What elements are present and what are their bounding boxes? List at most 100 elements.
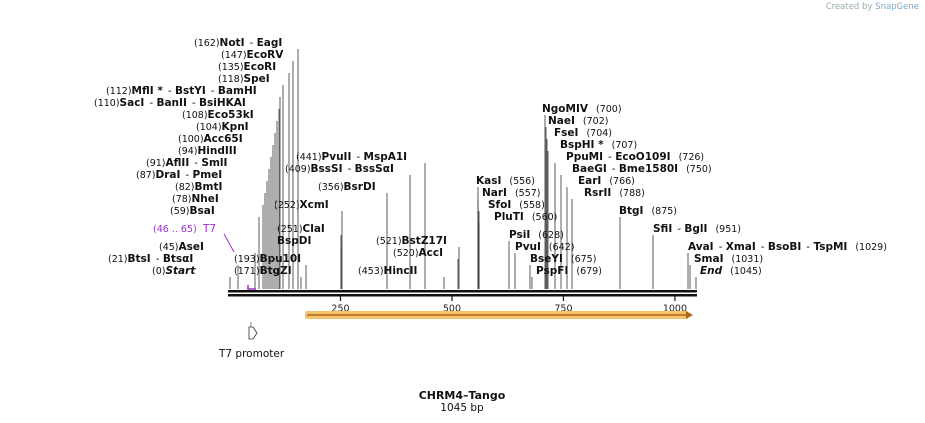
enzyme-name: XcmI bbox=[300, 199, 329, 211]
enzyme-site[interactable]: (171)BtgZI bbox=[234, 265, 292, 277]
enzyme-site[interactable]: SfiI - BglI (951) bbox=[653, 223, 741, 235]
enzyme-site[interactable]: (520)AccI bbox=[393, 247, 443, 259]
enzyme-position: (21) bbox=[108, 254, 128, 265]
enzyme-site[interactable]: KasI (556) bbox=[476, 175, 535, 187]
enzyme-site[interactable]: (521)BstZ17I bbox=[376, 235, 447, 247]
enzyme-site[interactable]: (193)Bpu10I bbox=[234, 253, 301, 265]
enzyme-site[interactable]: NgoMIV (700) bbox=[542, 103, 622, 115]
enzyme-position: (788) bbox=[619, 188, 645, 199]
enzyme-site[interactable]: (112)MflI * - BstYI - BamHI bbox=[106, 85, 257, 97]
enzyme-name: MspA1I bbox=[364, 151, 408, 163]
enzyme-name: BseYI bbox=[530, 253, 563, 265]
enzyme-site[interactable]: End (1045) bbox=[700, 265, 762, 277]
enzyme-name: BanII bbox=[156, 97, 186, 109]
enzyme-site[interactable]: (82)BmtI bbox=[175, 181, 222, 193]
enzyme-name: NheI bbox=[192, 193, 219, 205]
t7-promoter-feature[interactable]: T7 promoter bbox=[218, 322, 285, 360]
enzyme-site[interactable]: PspFI (679) bbox=[536, 265, 602, 277]
enzyme-site[interactable]: RsrII (788) bbox=[584, 187, 645, 199]
enzyme-site[interactable]: NarI (557) bbox=[482, 187, 541, 199]
enzyme-label: BseYI (675) bbox=[530, 253, 596, 265]
enzyme-label: (520)AccI bbox=[393, 247, 443, 259]
enzyme-site[interactable]: PluTI (560) bbox=[494, 211, 557, 223]
enzyme-position: (521) bbox=[376, 236, 402, 247]
enzyme-site[interactable]: (252)XcmI bbox=[274, 199, 329, 211]
enzyme-name: SacI bbox=[120, 97, 145, 109]
enzyme-name: MflI * bbox=[132, 85, 164, 97]
enzyme-site[interactable]: BseYI (675) bbox=[530, 253, 596, 265]
enzyme-site[interactable]: BspHI * (707) bbox=[560, 139, 637, 151]
enzyme-label: RsrII (788) bbox=[584, 187, 645, 199]
enzyme-label: SfoI (558) bbox=[488, 199, 545, 211]
t7-feature[interactable]: (46 .. 65) T7 bbox=[153, 223, 256, 290]
enzyme-site[interactable]: (110)SacI - BanII - BsiHKAI bbox=[94, 97, 246, 109]
enzyme-name: BmtI bbox=[195, 181, 223, 193]
t7-range: (46 .. 65) bbox=[153, 224, 197, 235]
enzyme-site[interactable]: AvaI - XmaI - BsoBI - TspMI (1029) bbox=[688, 241, 887, 253]
enzyme-site[interactable]: (162)NotI - EagI bbox=[194, 37, 282, 49]
enzyme-site[interactable]: (147)EcoRV bbox=[221, 49, 284, 61]
enzyme-position: (118) bbox=[218, 74, 244, 85]
enzyme-position: (59) bbox=[170, 206, 190, 217]
enzyme-site[interactable]: BaeGI - Bme1580I (750) bbox=[572, 163, 712, 175]
enzyme-site[interactable]: SmaI (1031) bbox=[694, 253, 763, 265]
enzyme-label: (162)NotI - EagI bbox=[194, 37, 282, 49]
enzyme-site[interactable]: PpuMI - EcoO109I (726) bbox=[566, 151, 704, 163]
enzyme-site[interactable]: (409)BssSI - BssSαI bbox=[285, 163, 394, 175]
enzyme-site[interactable]: PsiI (628) bbox=[509, 229, 564, 241]
enzyme-site[interactable]: (453)HincII bbox=[358, 265, 417, 277]
enzyme-site[interactable]: EarI (766) bbox=[578, 175, 635, 187]
enzyme-site[interactable]: SfoI (558) bbox=[488, 199, 545, 211]
enzyme-site[interactable]: NaeI (702) bbox=[548, 115, 608, 127]
enzyme-position: (875) bbox=[651, 206, 677, 217]
enzyme-site[interactable]: (356)BsrDI bbox=[318, 181, 376, 193]
enzyme-position: (356) bbox=[318, 182, 344, 193]
enzyme-site[interactable]: (100)Acc65I bbox=[178, 133, 243, 145]
enzyme-position: (441) bbox=[296, 152, 322, 163]
enzyme-site[interactable]: (45)AseI bbox=[159, 241, 204, 253]
enzyme-site[interactable]: BtgI (875) bbox=[619, 205, 677, 217]
enzyme-label: (104)KpnI bbox=[196, 121, 249, 133]
enzyme-name: Bpu10I bbox=[260, 253, 302, 265]
enzyme-site[interactable]: (108)Eco53kI bbox=[182, 109, 254, 121]
enzyme-site[interactable]: (441)PvuII - MspA1I bbox=[296, 151, 407, 163]
enzyme-site[interactable]: (0)Start bbox=[152, 265, 196, 277]
enzyme-site[interactable]: (118)SpeI bbox=[218, 73, 270, 85]
enzyme-label: (252)XcmI bbox=[274, 199, 329, 211]
enzyme-site[interactable]: (135)EcoRI bbox=[218, 61, 276, 73]
enzyme-site[interactable]: PvuI (642) bbox=[515, 241, 574, 253]
enzyme-name: BstZ17I bbox=[402, 235, 447, 247]
enzyme-label: (82)BmtI bbox=[175, 181, 222, 193]
enzyme-site[interactable]: (59)BsaI bbox=[170, 205, 215, 217]
enzyme-site[interactable]: (21)BtsI - BtsαI bbox=[108, 253, 193, 265]
enzyme-name: AflII bbox=[166, 157, 190, 169]
enzyme-position: (702) bbox=[583, 116, 609, 127]
enzyme-site[interactable]: (91)AflII - SmlI bbox=[146, 157, 227, 169]
enzyme-position: (135) bbox=[218, 62, 244, 73]
enzyme-site[interactable]: (251)ClaI bbox=[277, 223, 325, 235]
enzyme-name: RsrII bbox=[584, 187, 611, 199]
enzyme-site[interactable]: (104)KpnI bbox=[196, 121, 249, 133]
enzyme-position: (409) bbox=[285, 164, 311, 175]
enzyme-site[interactable]: (78)NheI bbox=[172, 193, 219, 205]
enzyme-site[interactable]: (94)HindIII bbox=[178, 145, 237, 157]
enzyme-label: NarI (557) bbox=[482, 187, 541, 199]
enzyme-label: (59)BsaI bbox=[170, 205, 215, 217]
enzyme-position: (87) bbox=[136, 170, 156, 181]
enzyme-position: (0) bbox=[152, 266, 165, 277]
enzyme-position: (726) bbox=[679, 152, 705, 163]
enzyme-position: (104) bbox=[196, 122, 222, 133]
enzyme-position: (700) bbox=[596, 104, 622, 115]
enzyme-site[interactable]: BspDI bbox=[277, 235, 311, 247]
enzyme-site[interactable]: (87)DraI - PmeI bbox=[136, 169, 222, 181]
enzyme-site[interactable]: FseI (704) bbox=[554, 127, 612, 139]
snapgene-credit: Created by SnapGene bbox=[826, 2, 919, 12]
enzyme-label: (91)AflII - SmlI bbox=[146, 157, 227, 169]
enzyme-name: EcoO109I bbox=[615, 151, 670, 163]
enzyme-label: (171)BtgZI bbox=[234, 265, 292, 277]
axis-tick-label: 500 bbox=[443, 303, 461, 314]
enzyme-label: (110)SacI - BanII - BsiHKAI bbox=[94, 97, 246, 109]
orf-arrow[interactable] bbox=[305, 311, 693, 319]
enzyme-position: (78) bbox=[172, 194, 192, 205]
enzyme-position: (1029) bbox=[855, 242, 887, 253]
